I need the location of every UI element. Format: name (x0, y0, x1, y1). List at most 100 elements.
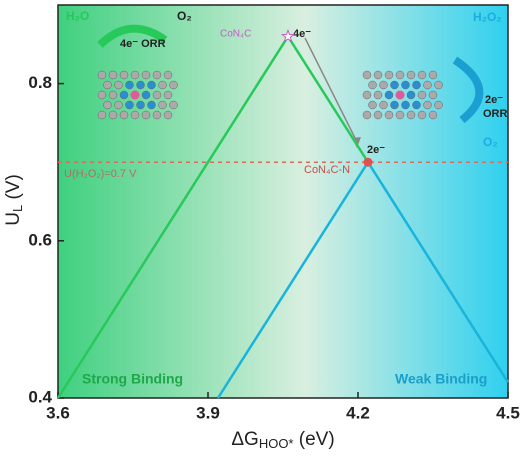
atom (368, 80, 377, 90)
atom (434, 80, 443, 90)
atom (97, 110, 107, 120)
atom (97, 70, 107, 80)
x-tick-label: 4.5 (496, 403, 520, 422)
atom (136, 80, 145, 90)
label-h2o: H₂O (66, 9, 89, 23)
atom (390, 100, 399, 110)
atom (390, 80, 399, 90)
atom (423, 80, 432, 90)
atom (114, 80, 123, 90)
atom (368, 100, 377, 110)
plot-background (58, 5, 508, 398)
atom (373, 70, 383, 80)
molecule-icons (97, 70, 443, 120)
atom (169, 80, 178, 90)
atom (406, 70, 416, 80)
label-4e: 4e⁻ (293, 28, 311, 40)
atom (362, 70, 372, 80)
atom (401, 100, 410, 110)
x-label-main: ΔG (231, 429, 258, 450)
atom (125, 100, 134, 110)
atom (428, 90, 438, 100)
atom (152, 70, 162, 80)
atom (362, 110, 372, 120)
orr-arrow-right (452, 56, 484, 124)
atom (130, 70, 140, 80)
atom (97, 90, 107, 100)
atom (125, 80, 134, 90)
atom (163, 90, 173, 100)
atom (119, 90, 129, 100)
atom (434, 100, 443, 110)
y-tick-label: 0.6 (28, 230, 52, 249)
atom (147, 100, 156, 110)
atom (147, 80, 156, 90)
label-strong: Strong Binding (82, 371, 183, 387)
label-orr: ORR (483, 108, 508, 120)
atom (401, 80, 410, 90)
peak-star (280, 28, 296, 43)
atom (384, 110, 394, 120)
label-4e-orr: 4e⁻ ORR (120, 38, 166, 50)
label-2e: 2e⁻ (485, 94, 503, 106)
y-axis-label: UL (V) (3, 174, 25, 226)
x-tick-label: 4.2 (346, 403, 370, 422)
atom (423, 100, 432, 110)
atom (395, 110, 405, 120)
atom (141, 90, 151, 100)
transition-arrow (304, 37, 358, 143)
label-o2: O₂ (177, 9, 192, 23)
atom (103, 100, 112, 110)
atom (141, 110, 151, 120)
atom (163, 70, 173, 80)
atom (108, 110, 118, 120)
orr-arrow-left (97, 24, 168, 48)
atom (141, 70, 151, 80)
atom (136, 100, 145, 110)
atom (384, 70, 394, 80)
x-label-unit: (eV) (293, 429, 334, 450)
atom (395, 70, 405, 80)
y-label-sub: L (10, 205, 25, 212)
atom (417, 110, 427, 120)
atom (379, 80, 388, 90)
atom (108, 70, 118, 80)
atom (379, 100, 388, 110)
atom (130, 110, 140, 120)
atom (428, 110, 438, 120)
atom (158, 80, 167, 90)
atom (406, 90, 416, 100)
atom (362, 90, 372, 100)
x-tick-label: 3.6 (46, 403, 70, 422)
label-con4c: CoN₄C (220, 29, 251, 40)
x-label-sub: HOO* (259, 436, 294, 451)
label-h2o2: H₂O₂ (473, 10, 502, 24)
atom (163, 110, 173, 120)
x-axis-label: ΔGHOO* (eV) (231, 429, 334, 451)
atom (108, 90, 118, 100)
atom (412, 100, 421, 110)
atom (384, 90, 394, 100)
atom (373, 90, 383, 100)
label-con4c-n: CoN₄C-N (304, 164, 350, 176)
y-label-unit: (V) (3, 174, 24, 205)
atom (428, 70, 438, 80)
label-reference: U(H₂O₂)=0.7 V (64, 168, 137, 180)
atom (406, 110, 416, 120)
y-label-main: U (3, 212, 24, 226)
atom (169, 100, 178, 110)
atom-co (130, 90, 140, 100)
atom (412, 80, 421, 90)
atom-co (395, 90, 405, 100)
x-tick-label: 3.9 (196, 403, 220, 422)
atom (119, 70, 129, 80)
atom (158, 100, 167, 110)
y-tick-label: 0.8 (28, 73, 52, 92)
atom (114, 100, 123, 110)
label-2e-point: 2e⁻ (367, 144, 385, 156)
atom (103, 80, 112, 90)
label-weak: Weak Binding (395, 371, 487, 387)
atom (152, 90, 162, 100)
atom (373, 110, 383, 120)
